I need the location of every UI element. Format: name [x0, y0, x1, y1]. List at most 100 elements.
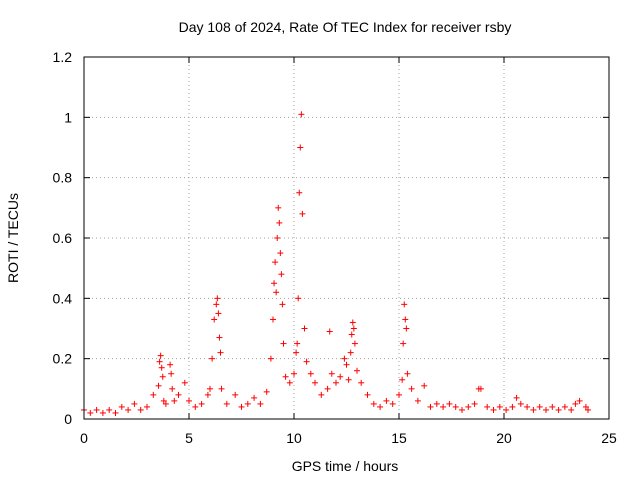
- data-point: [192, 403, 199, 410]
- data-point: [276, 219, 283, 226]
- data-point: [112, 409, 119, 416]
- data-point: [318, 391, 325, 398]
- data-point: [400, 340, 407, 347]
- data-point: [328, 370, 335, 377]
- data-point: [295, 295, 302, 302]
- data-point: [298, 111, 305, 118]
- data-point: [312, 379, 318, 386]
- data-point: [160, 397, 167, 404]
- data-point: [223, 400, 230, 407]
- data-point: [169, 385, 176, 392]
- data-point: [216, 334, 223, 341]
- data-point: [277, 250, 284, 257]
- data-point: [209, 355, 216, 362]
- data-point: [477, 385, 484, 392]
- data-point: [272, 259, 279, 266]
- data-point: [279, 301, 286, 308]
- data-point: [155, 382, 162, 389]
- data-point: [297, 144, 304, 151]
- data-point: [294, 340, 301, 347]
- data-point: [343, 361, 350, 368]
- data-point: [271, 280, 278, 287]
- data-point: [389, 400, 396, 407]
- data-point: [484, 403, 491, 410]
- data-point: [293, 349, 300, 356]
- y-tick-label: 0.8: [53, 170, 73, 186]
- data-point: [299, 210, 306, 217]
- y-tick-label: 1: [64, 109, 72, 125]
- data-point: [204, 391, 211, 398]
- y-tick-label: 0.2: [53, 351, 73, 367]
- data-point: [370, 400, 377, 407]
- x-tick-label: 20: [496, 430, 512, 446]
- data-point: [303, 358, 310, 365]
- data-point: [513, 394, 520, 401]
- data-point: [414, 397, 421, 404]
- y-axis-label: ROTI / TECUs: [5, 193, 21, 283]
- data-point: [118, 403, 125, 410]
- y-tick-label: 0: [64, 411, 72, 427]
- data-point: [503, 406, 510, 413]
- data-point: [383, 397, 390, 404]
- data-point: [561, 403, 568, 410]
- data-point: [280, 340, 287, 347]
- data-point: [270, 316, 276, 323]
- data-point: [364, 391, 371, 398]
- data-point: [87, 409, 94, 416]
- data-point: [459, 406, 465, 413]
- data-point: [162, 400, 169, 407]
- data-point: [157, 352, 164, 359]
- data-point: [555, 406, 562, 413]
- data-point: [198, 400, 205, 407]
- data-point: [471, 400, 478, 407]
- data-points: [81, 111, 591, 416]
- y-tick-label: 0.6: [53, 230, 73, 246]
- data-point: [213, 301, 220, 308]
- x-axis-ticks: 0 5 10 15 20 25: [80, 57, 617, 446]
- data-point: [106, 406, 113, 413]
- data-point: [215, 310, 222, 317]
- data-point: [263, 388, 270, 395]
- data-point: [337, 373, 344, 380]
- data-point: [401, 301, 408, 308]
- data-point: [232, 391, 239, 398]
- data-point: [267, 355, 274, 362]
- data-point: [257, 400, 264, 407]
- data-point: [465, 403, 472, 410]
- data-point: [358, 379, 365, 386]
- data-point: [158, 364, 165, 371]
- data-point: [131, 400, 138, 407]
- data-point: [275, 204, 282, 211]
- chart-title: Day 108 of 2024, Rate Of TEC Index for r…: [179, 19, 512, 35]
- data-point: [341, 355, 348, 362]
- data-point: [568, 406, 575, 413]
- data-point: [524, 403, 531, 410]
- data-point: [144, 403, 150, 410]
- data-point: [168, 370, 175, 377]
- data-point: [348, 331, 355, 338]
- x-tick-label: 5: [185, 430, 193, 446]
- data-point: [333, 379, 339, 386]
- y-tick-label: 1.2: [53, 49, 73, 65]
- data-point: [291, 370, 297, 377]
- data-point: [244, 400, 251, 407]
- data-point: [156, 358, 163, 365]
- data-point: [186, 397, 192, 404]
- data-point: [452, 403, 459, 410]
- y-tick-label: 0.4: [53, 290, 73, 306]
- data-point: [347, 349, 354, 356]
- data-point: [211, 316, 218, 323]
- data-point: [159, 373, 166, 380]
- data-point: [282, 373, 289, 380]
- data-point: [530, 406, 537, 413]
- data-point: [99, 409, 106, 416]
- data-point: [214, 295, 221, 302]
- data-point: [396, 391, 402, 398]
- data-point: [576, 397, 583, 404]
- data-point: [402, 316, 409, 323]
- data-point: [517, 400, 524, 407]
- data-point: [93, 406, 100, 413]
- data-point: [349, 319, 356, 326]
- data-point: [446, 400, 453, 407]
